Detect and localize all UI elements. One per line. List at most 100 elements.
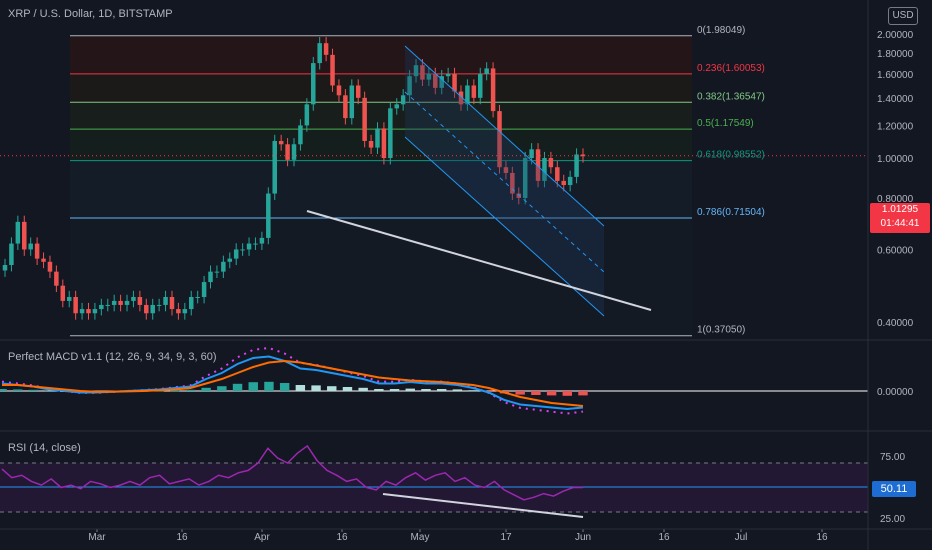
- candle-body: [426, 73, 432, 80]
- macd-histogram-bar: [295, 385, 306, 391]
- candle-body: [176, 309, 181, 314]
- macd-histogram-bar: [546, 391, 557, 396]
- candle-body: [195, 296, 200, 298]
- rsi-pane: [0, 444, 868, 518]
- candle-body: [259, 237, 265, 244]
- macd-line: [1, 355, 584, 411]
- price-axis-tick: 1.00000: [877, 154, 914, 165]
- candle-body: [156, 304, 162, 306]
- candle-body: [471, 85, 477, 98]
- time-axis-tick: 16: [176, 532, 188, 543]
- fib-zone: [70, 73, 692, 103]
- macd-histogram-bar: [264, 381, 274, 391]
- candle-body: [298, 125, 303, 145]
- fib-level-label: 0.382(1.36547): [697, 91, 765, 102]
- time-axis-tick: Apr: [254, 532, 270, 543]
- candle-body: [445, 73, 451, 77]
- price-axis-tick: 0.60000: [877, 245, 914, 256]
- candle-body: [2, 265, 8, 271]
- candle-body: [34, 243, 40, 259]
- candle-body: [150, 304, 155, 314]
- time-axis-tick: Jul: [735, 532, 748, 543]
- macd-histogram-bar: [327, 386, 337, 391]
- macd-histogram-bar: [436, 389, 447, 391]
- fib-level-label: 0.5(1.17549): [697, 118, 754, 129]
- chart-title: XRP / U.S. Dollar, 1D, BITSTAMP: [8, 8, 173, 20]
- candle-body: [9, 243, 14, 266]
- candle-body: [124, 300, 130, 305]
- macd-histogram-bar: [185, 389, 196, 391]
- candle-body: [144, 304, 149, 314]
- macd-pane: [0, 346, 868, 415]
- trendline: [306, 210, 652, 311]
- macd-histogram-bar: [421, 389, 431, 391]
- time-axis-tick: Jun: [575, 532, 591, 543]
- candle-body: [137, 296, 143, 305]
- candle-body: [266, 193, 271, 238]
- candle-body: [413, 65, 419, 77]
- macd-histogram-bar: [452, 389, 463, 391]
- macd-histogram-bar: [279, 383, 290, 391]
- macd-histogram-bar: [0, 389, 7, 391]
- candle-body: [111, 300, 117, 305]
- macd-histogram-bar: [217, 386, 227, 391]
- rsi-trendline: [382, 493, 584, 518]
- candle-body: [291, 144, 297, 160]
- candle-body: [227, 258, 233, 262]
- candle-body: [574, 154, 579, 177]
- candle-body: [41, 258, 46, 262]
- fib-level-label: 0.236(1.60053): [697, 63, 765, 74]
- fib-zone: [70, 35, 692, 74]
- macd-histogram-bar: [232, 383, 243, 391]
- candle-body: [28, 243, 33, 250]
- candle-body: [169, 296, 175, 310]
- macd-axis-tick: 0.00000: [877, 387, 914, 398]
- channel-fill: [405, 46, 604, 316]
- candle-body: [452, 73, 457, 92]
- last-price-badge: 1.01295 01:44:41: [870, 203, 930, 233]
- candle-body: [99, 304, 104, 310]
- candle-body: [278, 140, 284, 145]
- candle-body: [73, 296, 78, 314]
- price-axis-tick: 2.00000: [877, 30, 914, 41]
- candle-body: [214, 271, 220, 273]
- candle-body: [407, 76, 412, 96]
- candle-body: [285, 144, 290, 160]
- rsi-axis-tick: 25.00: [880, 514, 905, 525]
- candle-body: [343, 95, 348, 119]
- candle-body: [240, 249, 245, 251]
- candle-body: [272, 140, 277, 194]
- candle-body: [311, 63, 316, 105]
- fib-zone: [70, 218, 692, 336]
- candle-body: [317, 43, 322, 64]
- candle-body: [131, 296, 136, 301]
- time-axis-tick: 16: [336, 532, 348, 543]
- macd-histogram-bar: [389, 389, 400, 391]
- macd-indicator-title[interactable]: Perfect MACD v1.1 (12, 26, 9, 34, 9, 3, …: [8, 351, 217, 363]
- candle-body: [221, 261, 226, 272]
- price-axis-tick: 1.60000: [877, 70, 914, 81]
- candle-body: [433, 73, 438, 88]
- candle-body: [375, 128, 380, 148]
- candle-body: [503, 167, 509, 173]
- candle-body: [368, 140, 374, 148]
- candle-body: [163, 296, 168, 305]
- price-axis-tick: 1.20000: [877, 121, 914, 132]
- candle-body: [388, 108, 393, 159]
- rsi-indicator-title[interactable]: RSI (14, close): [8, 442, 81, 454]
- macd-histogram-bar: [248, 382, 258, 391]
- candle-body: [201, 282, 207, 297]
- candle-body: [105, 304, 111, 306]
- candle-body: [484, 68, 489, 74]
- candle-body: [330, 54, 335, 86]
- candle-body: [336, 85, 342, 96]
- candle-body: [535, 149, 541, 181]
- candle-body: [381, 128, 387, 159]
- rsi-axis-tick: 75.00: [880, 452, 905, 463]
- price-axis-tick: 1.80000: [877, 49, 914, 60]
- currency-button[interactable]: USD: [888, 7, 918, 25]
- fib-level-label: 1(0.37050): [697, 325, 745, 336]
- candle-body: [362, 97, 367, 141]
- last-price-value: 1.01295: [881, 204, 919, 215]
